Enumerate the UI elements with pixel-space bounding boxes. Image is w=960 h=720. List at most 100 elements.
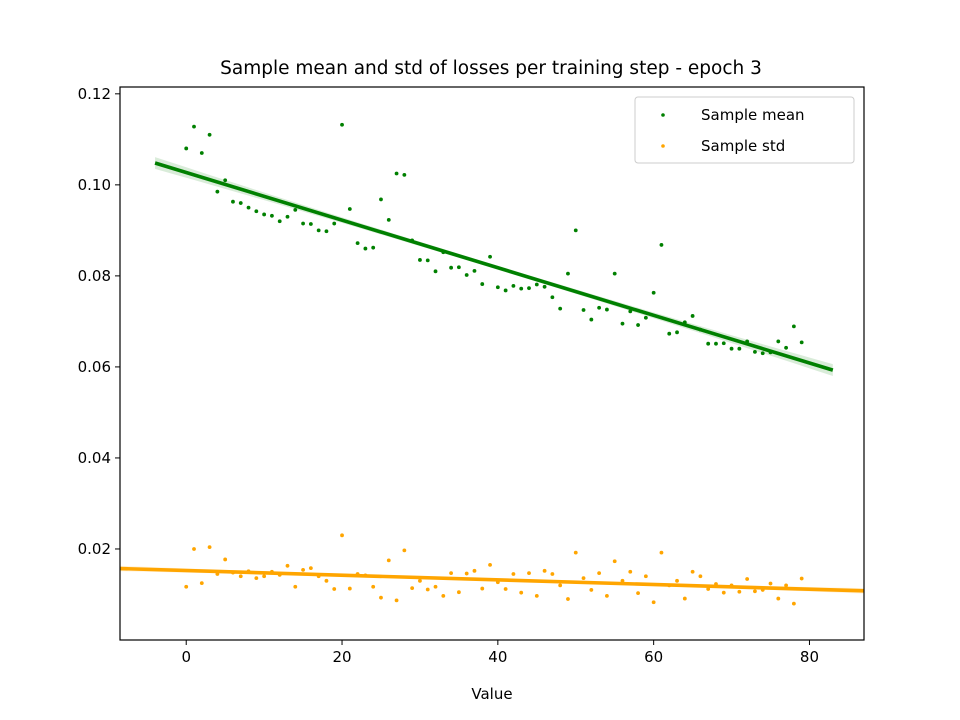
std-point <box>332 587 337 591</box>
std-point <box>433 584 438 589</box>
mean-point <box>301 221 305 226</box>
x-axis-label: Value <box>471 685 512 703</box>
regression-line-mean <box>154 161 834 372</box>
mean-point <box>223 178 228 183</box>
mean-point <box>550 295 555 300</box>
mean-point <box>495 285 500 290</box>
std-point <box>612 559 617 564</box>
std-point <box>597 571 602 575</box>
std-point <box>394 598 399 603</box>
mean-point <box>675 330 679 335</box>
mean-point <box>589 317 594 322</box>
mean-point <box>566 271 570 276</box>
mean-point <box>784 345 788 350</box>
std-point <box>402 548 407 553</box>
plot-area <box>119 86 865 641</box>
x-axis-ticks: 0 20 40 60 80 <box>181 640 819 666</box>
y-axis-ticks: 0.02 0.04 0.06 0.08 0.10 0.12 <box>78 85 120 558</box>
legend-label-sample-std: Sample std <box>701 137 785 155</box>
legend: Sample mean Sample std <box>634 96 855 164</box>
std-point <box>753 589 757 594</box>
std-point <box>721 590 726 595</box>
std-point <box>340 533 344 538</box>
mean-point <box>456 265 461 270</box>
mean-point <box>246 205 251 210</box>
mean-point <box>418 258 422 262</box>
std-point <box>379 595 383 600</box>
mean-point <box>238 201 243 205</box>
mean-point <box>394 171 399 176</box>
std-point <box>643 574 648 579</box>
std-point <box>495 580 500 585</box>
mean-point <box>449 265 453 270</box>
std-point <box>690 569 695 574</box>
std-point <box>238 574 243 579</box>
mean-point <box>254 209 259 214</box>
std-point <box>293 584 298 589</box>
mean-point <box>184 146 189 151</box>
std-point <box>472 568 477 573</box>
std-point <box>605 593 609 598</box>
chart-title: Sample mean and std of losses per traini… <box>220 58 762 79</box>
x-tick-label: 60 <box>644 648 663 666</box>
std-point <box>651 600 656 605</box>
x-tick-label: 40 <box>488 648 507 666</box>
std-point <box>246 569 251 574</box>
mean-point <box>433 269 438 274</box>
mean-point <box>285 214 290 219</box>
std-point <box>542 568 547 573</box>
mean-point <box>425 258 430 263</box>
std-point <box>480 586 485 591</box>
std-point <box>675 578 679 583</box>
mean-point <box>737 346 742 351</box>
mean-point <box>231 199 235 204</box>
mean-point <box>643 315 648 320</box>
std-point <box>527 571 531 575</box>
mean-point <box>324 229 329 234</box>
std-point <box>308 566 313 570</box>
std-point <box>760 588 765 592</box>
legend-marker-sample-mean <box>661 113 665 117</box>
std-point <box>449 571 453 575</box>
std-point <box>262 574 267 579</box>
mean-point <box>682 320 687 325</box>
y-tick-label: 0.06 <box>78 358 111 376</box>
y-tick-label: 0.08 <box>78 267 111 285</box>
mean-point <box>651 290 656 295</box>
std-point <box>301 568 305 572</box>
std-point <box>418 578 422 583</box>
std-point <box>566 597 570 601</box>
std-point <box>386 558 391 563</box>
std-point <box>628 569 633 574</box>
std-point <box>456 590 461 595</box>
mean-point <box>340 122 344 127</box>
mean-point <box>776 339 781 344</box>
mean-point <box>628 309 633 314</box>
mean-point <box>581 308 586 312</box>
mean-point <box>534 282 539 287</box>
std-point <box>659 550 664 555</box>
mean-point <box>558 306 563 311</box>
mean-point <box>199 151 204 155</box>
mean-point <box>262 212 267 217</box>
std-point <box>745 577 750 581</box>
std-point <box>231 570 235 575</box>
scatter-points <box>184 122 804 606</box>
std-point <box>184 584 189 589</box>
mean-point <box>215 189 220 194</box>
std-point <box>270 569 274 574</box>
mean-point <box>511 284 516 288</box>
y-tick-label: 0.12 <box>78 85 111 103</box>
mean-point <box>729 346 734 351</box>
std-point <box>192 547 196 551</box>
std-point <box>277 573 282 577</box>
std-point <box>503 587 508 591</box>
mean-point <box>386 218 391 222</box>
mean-point <box>472 268 477 273</box>
std-point <box>347 586 352 591</box>
mean-point <box>768 350 773 355</box>
std-point <box>784 583 788 588</box>
mean-point <box>503 288 508 293</box>
mean-point <box>667 331 672 336</box>
